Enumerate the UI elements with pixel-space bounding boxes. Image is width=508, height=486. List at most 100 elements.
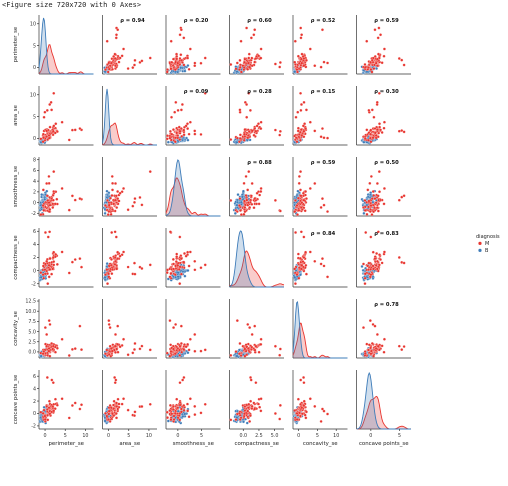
scatter-point-M [297,276,301,280]
scatter-point-M [45,375,49,379]
scatter-point-M [54,122,58,126]
scatter-point-M [370,341,374,345]
scatter-point-M [382,350,386,354]
scatter-point-M [243,57,247,61]
scatter-point-M [179,53,183,57]
scatter-point-M [168,354,172,358]
scatter-point-B [166,140,170,144]
scatter-point-M [238,209,242,212]
scatter-point-M [365,212,369,216]
scatter-point-M [203,348,207,352]
scatter-point-M [242,212,246,216]
scatter-point-M [179,272,183,276]
scatter-point-M [243,354,247,358]
scatter-point-M [371,264,375,268]
scatter-point-M [112,399,116,403]
scatter-point-M [173,68,177,72]
scatter-point-M [229,353,233,357]
scatter-point-M [186,56,190,60]
subplot-2-2 [165,157,221,217]
scatter-point-M [402,130,406,134]
scatter-point-M [51,405,55,408]
scatter-point-M [172,262,176,266]
scatter-point-M [114,36,118,40]
subplot-3-1 [102,228,157,288]
scatter-point-M [169,39,173,43]
scatter-point-M [107,67,111,71]
scatter-point-M [176,108,180,112]
scatter-point-M [51,347,55,351]
scatter-point-M [172,326,176,330]
scatter-point-M [45,108,49,112]
scatter-point-M [299,36,303,40]
scatter-point-M [295,204,299,207]
correlation-label: ρ = 0.50 [374,160,399,166]
scatter-point-M [48,322,52,326]
scatter-point-M [186,250,190,254]
scatter-point-M [179,324,183,328]
scatter-point-M [376,344,380,348]
scatter-point-M [254,129,258,133]
scatter-point-M [363,272,367,276]
scatter-point-M [115,416,118,420]
scatter-point-M [229,63,233,66]
scatter-point-M [182,347,186,351]
scatter-point-M [120,54,124,58]
scatter-point-M [400,195,404,199]
scatter-point-M [48,207,52,211]
scatter-point-M [55,262,59,266]
y-tick-label: 12.5 [25,299,36,305]
scatter-point-M [300,134,304,137]
scatter-point-M [304,197,308,201]
scatter-point-M [373,54,377,58]
scatter-point-M [108,326,112,330]
scatter-point-M [397,344,401,348]
scatter-point-M [179,341,183,345]
scatter-point-M [257,350,261,354]
scatter-point-M [193,259,197,263]
scatter-point-M [148,170,152,174]
scatter-point-M [193,332,197,336]
subplot-2-3: ρ = 0.88 [229,157,284,217]
scatter-point-M [363,198,367,202]
y-tick-label: 0 [33,65,36,71]
scatter-point-M [107,210,111,214]
scatter-point-M [47,406,51,410]
y-tick-label: 4 [33,386,36,392]
scatter-point-M [299,194,303,198]
scatter-point-M [304,190,308,193]
scatter-point-M [55,403,59,407]
scatter-point-M [118,254,122,258]
scatter-point-B [39,354,43,358]
scatter-point-M [246,203,250,207]
scatter-point-M [48,354,52,358]
scatter-point-B [235,354,239,358]
correlation-label: ρ = 0.15 [311,89,336,95]
correlation-label: ρ = 0.78 [374,302,399,308]
scatter-point-M [148,348,152,352]
scatter-point-M [203,56,207,60]
scatter-point-M [171,257,175,261]
scatter-point-M [252,133,256,137]
scatter-point-M [110,174,114,178]
scatter-point-M [278,65,282,69]
scatter-point-M [326,275,330,279]
scatter-point-M [184,254,188,258]
scatter-point-M [43,268,47,272]
scatter-point-M [278,129,282,133]
scatter-point-M [242,199,246,203]
scatter-point-M [122,47,126,51]
scatter-point-M [73,128,77,132]
scatter-point-M [193,129,197,133]
subplot-0-3: ρ = 0.60 [229,15,284,75]
scatter-point-B [103,419,107,423]
scatter-point-M [297,208,301,212]
scatter-point-M [178,138,182,142]
scatter-point-B [293,70,297,74]
scatter-point-M [375,206,379,210]
y-tick-label: -2 [31,211,36,217]
scatter-point-M [53,397,57,401]
subplot-0-5: ρ = 0.59 [356,15,411,75]
